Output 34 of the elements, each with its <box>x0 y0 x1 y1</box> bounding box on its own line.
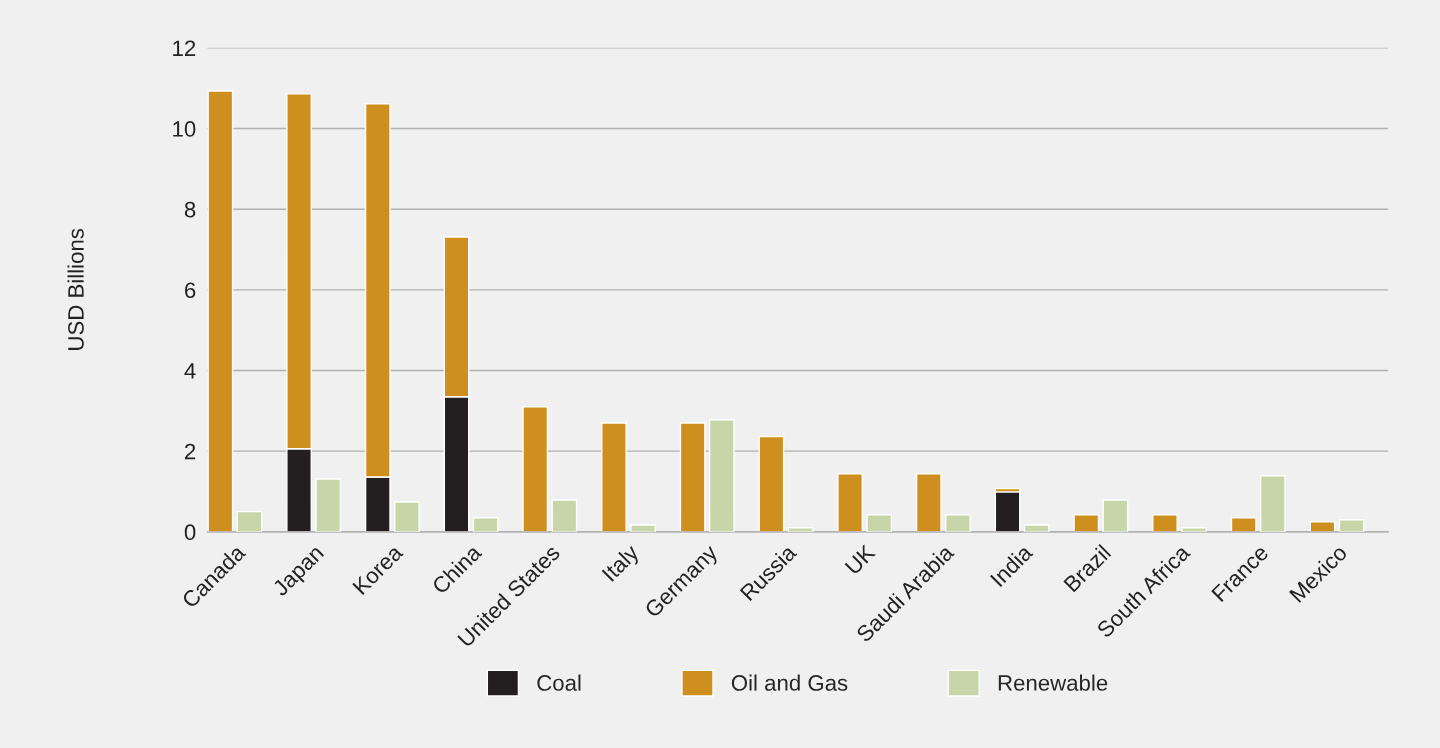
bar <box>315 478 342 532</box>
bar <box>601 422 627 532</box>
x-tick-label: UK <box>844 543 877 576</box>
bar <box>1259 475 1286 532</box>
bar <box>630 524 656 532</box>
bar <box>1230 517 1257 532</box>
bar <box>522 406 549 532</box>
bar <box>758 435 785 532</box>
bar <box>994 491 1021 532</box>
legend-label: Renewable <box>998 674 1108 691</box>
legend-label: Coal <box>537 674 581 691</box>
bar <box>837 473 864 532</box>
y-tick-label: 6 <box>185 282 196 299</box>
y-tick-label: 12 <box>173 40 196 56</box>
bar <box>1338 519 1365 532</box>
bar <box>945 514 971 532</box>
y-tick-label: 0 <box>184 524 196 541</box>
bar <box>866 514 893 532</box>
bar <box>472 517 499 532</box>
bar <box>551 499 578 532</box>
y-tick-label: 8 <box>184 201 196 218</box>
bar <box>207 90 234 532</box>
bar <box>915 473 942 532</box>
y-tick-label: 2 <box>185 443 196 460</box>
legend-label: Oil and Gas <box>731 674 848 691</box>
x-tick-label: Italy <box>601 542 644 585</box>
bar <box>1023 524 1050 532</box>
bar <box>1152 514 1178 532</box>
bar <box>236 510 263 532</box>
bar <box>394 501 420 532</box>
y-tick-label: 10 <box>173 121 196 137</box>
y-axis-title: USD Billions <box>67 228 84 350</box>
y-tick-label: 4 <box>184 363 196 379</box>
bar <box>1102 499 1129 532</box>
